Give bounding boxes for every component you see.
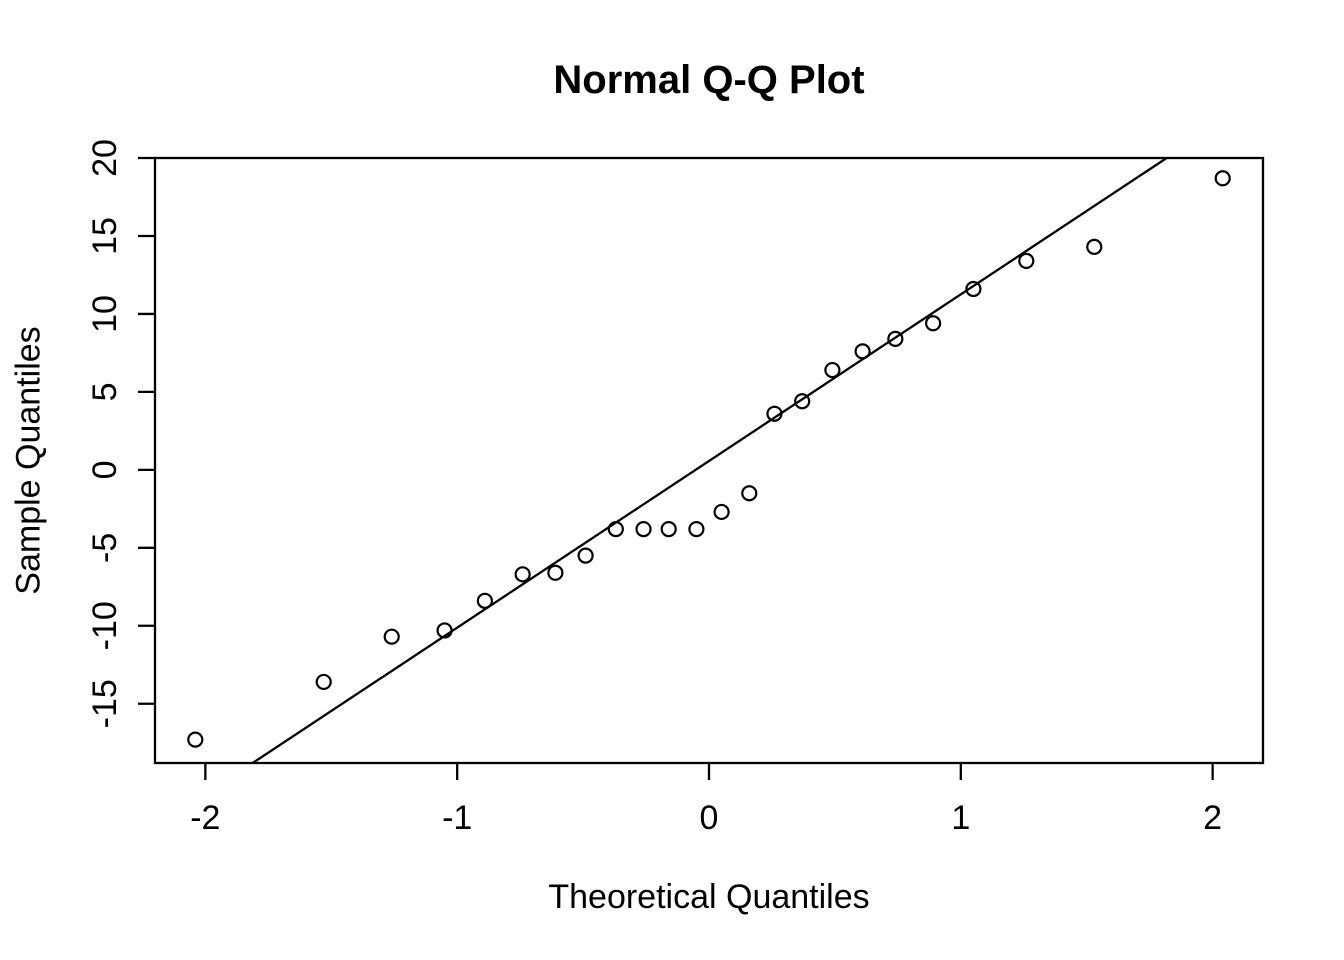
reference-line [252,157,1168,764]
x-tick-label: 0 [700,799,719,837]
y-tick-label: -5 [86,533,124,563]
data-point [436,622,453,639]
y-tick-label: 0 [86,460,124,479]
data-point [925,315,942,332]
data-point [824,361,841,379]
data-point [854,343,871,360]
data-point [514,566,531,583]
data-point [383,628,400,645]
chart-title: Normal Q-Q Plot [553,58,865,102]
data-point [547,564,564,581]
data-point [1086,238,1103,255]
y-axis-label: Sample Quantiles [9,326,48,595]
data-point [887,330,904,347]
x-tick-label: 2 [1203,799,1222,837]
y-tick-label: 10 [86,295,124,333]
data-point [577,547,594,564]
data-point [476,592,493,609]
y-tick-label: -10 [86,601,124,650]
data-point [635,521,652,538]
data-point [965,280,982,298]
x-tick-label: 1 [951,799,970,837]
data-point [713,503,730,521]
y-tick-label: 20 [86,139,124,177]
data-point [1018,252,1035,270]
data-point [315,673,332,691]
data-point [794,393,811,410]
data-point [766,405,783,422]
x-tick-label: -1 [442,799,472,837]
y-tick-label: -15 [86,679,124,728]
x-tick-label: -2 [190,799,220,837]
data-point [688,521,705,538]
y-tick-label: 15 [86,217,124,255]
data-point [187,731,204,748]
data-point [741,485,758,502]
data-point [1214,170,1231,187]
data-point [607,521,624,538]
y-tick-label: 5 [86,382,124,401]
x-axis-label: Theoretical Quantiles [548,878,870,916]
data-point [660,521,677,538]
